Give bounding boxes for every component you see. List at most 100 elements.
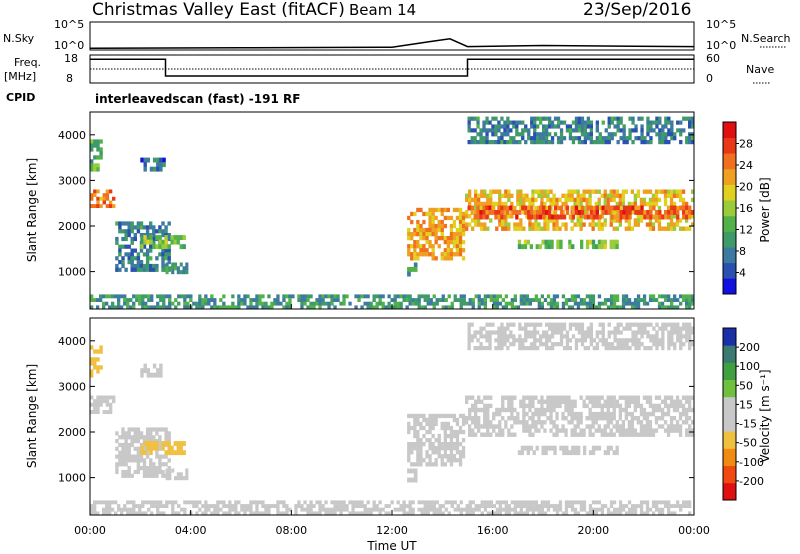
heatmap-cell [534,407,538,413]
heatmap-cell [504,294,508,299]
heatmap-cell [540,399,544,404]
heatmap-cell [618,511,623,516]
heatmap-cell [582,298,587,302]
heatmap-cell [618,424,622,429]
heatmap-cell [351,507,355,512]
heatmap-cell [570,226,574,231]
heatmap-cell [630,189,634,194]
heatmap-cell [666,407,671,413]
heatmap-cell [414,301,418,306]
heatmap-cell [161,229,165,234]
heatmap-cell [133,469,137,475]
heatmap-cell [556,120,561,125]
heatmap-cell [465,193,469,198]
heatmap-cell [156,162,160,168]
heatmap-cell [477,301,481,306]
heatmap-cell [428,442,432,447]
heatmap-cell [96,500,100,505]
heatmap-cell [564,500,569,505]
heatmap-cell [550,326,555,331]
heatmap-cell [192,301,196,306]
heatmap-cell [410,442,414,447]
heatmap-cell [458,223,463,229]
heatmap-cell [598,322,602,327]
heatmap-cell [682,342,686,347]
heatmap-cell [682,334,686,339]
heatmap-cell [542,330,546,335]
heatmap-cell [171,504,175,508]
heatmap-cell [518,338,522,343]
heatmap-cell [669,226,674,231]
heatmap-cell [96,349,100,354]
heatmap-cell [318,507,322,512]
heatmap-cell [339,500,343,505]
heatmap-cell [507,432,511,437]
x-tick-label: 04:00 [175,524,207,537]
heatmap-cell [324,301,328,306]
heatmap-cell [577,326,582,331]
heatmap-cell [624,395,628,400]
heatmap-cell [486,420,490,425]
freq-label: Freq. [14,56,41,69]
heatmap-cell [480,205,484,211]
heatmap-cell [545,342,549,347]
heatmap-cell [410,446,414,451]
heatmap-cell [174,298,178,302]
heatmap-cell [649,338,653,343]
heatmap-cell [591,395,595,400]
heatmap-cell [543,399,547,404]
heatmap-cell [407,468,411,474]
heatmap-cell [165,294,169,299]
heatmap-cell [597,399,601,404]
heatmap-cell [533,116,537,121]
heatmap-cell [649,346,653,351]
heatmap-cell [609,222,613,227]
heatmap-cell [667,342,671,347]
heatmap-cell [330,294,334,299]
heatmap-cell [452,446,457,451]
heatmap-cell [568,244,572,250]
heatmap-cell [410,477,415,483]
heatmap-cell [507,507,511,512]
heatmap-cell [615,201,619,207]
heatmap-cell [537,407,541,413]
heatmap-cell [646,334,650,339]
heatmap-cell [390,298,394,302]
heatmap-cell [180,507,184,512]
heatmap-cell [416,438,420,443]
heatmap-cell [99,395,103,400]
heatmap-cell [688,416,692,421]
heatmap-cell [159,500,163,505]
heatmap-cell [297,298,301,302]
heatmap-cell [288,294,292,299]
heatmap-cell [417,294,421,299]
heatmap-cell [96,147,100,152]
heatmap-cell [679,120,683,125]
heatmap-cell [255,305,259,310]
y-tick-label: 2000 [58,426,86,439]
heatmap-cell [144,511,148,516]
heatmap-cell [568,346,573,351]
heatmap-cell [524,330,528,335]
heatmap-cell [387,504,391,508]
heatmap-cell [449,232,454,237]
heatmap-cell [688,136,692,141]
heatmap-cell [655,342,659,347]
heatmap-cell [559,334,564,339]
heatmap-cell [498,511,502,516]
heatmap-cell [498,189,502,194]
heatmap-cell [425,248,429,253]
heatmap-cell [542,342,546,347]
heatmap-cell [550,322,555,327]
heatmap-cell [528,428,532,433]
heatmap-cell [182,244,186,250]
heatmap-cell [520,445,525,451]
heatmap-cell [603,197,607,203]
heatmap-cell [492,428,496,433]
heatmap-cell [503,132,507,137]
heatmap-cell [158,442,162,448]
heatmap-cell [90,507,94,512]
heatmap-cell [255,507,259,512]
heatmap-cell [127,454,131,459]
heatmap-cell [461,417,466,423]
